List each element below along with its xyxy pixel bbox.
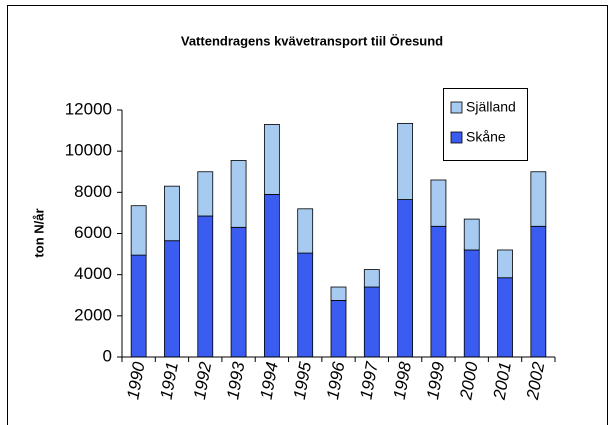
bar-segment bbox=[330, 299, 347, 358]
bar-segment bbox=[397, 122, 414, 200]
bar-segment bbox=[297, 208, 314, 254]
legend-label: Själland bbox=[466, 99, 516, 115]
legend-box bbox=[443, 88, 528, 161]
bar-segment bbox=[430, 225, 447, 358]
bar-segment bbox=[297, 252, 314, 358]
bar-segment bbox=[363, 286, 380, 358]
y-tick-label: 4000 bbox=[74, 264, 112, 283]
bar-segment bbox=[230, 226, 247, 358]
y-tick-label: 12000 bbox=[65, 99, 112, 118]
bar-segment bbox=[363, 269, 380, 288]
bar-segment bbox=[430, 179, 447, 227]
bar-segment bbox=[463, 249, 480, 358]
bar-segment bbox=[230, 160, 247, 228]
bar-segment bbox=[197, 215, 214, 358]
bar-segment bbox=[530, 225, 547, 358]
y-tick-label: 2000 bbox=[74, 305, 112, 324]
bar-segment bbox=[263, 124, 280, 195]
bar-segment bbox=[463, 218, 480, 251]
y-tick-label: 10000 bbox=[65, 141, 112, 160]
bar-segment bbox=[530, 171, 547, 227]
y-tick-label: 8000 bbox=[74, 182, 112, 201]
legend-swatch bbox=[450, 101, 463, 114]
bar-segment bbox=[130, 205, 147, 256]
legend-swatch bbox=[450, 131, 463, 144]
y-tick-label: 0 bbox=[103, 346, 112, 365]
bar-segment bbox=[197, 171, 214, 217]
bar-segment bbox=[164, 240, 180, 358]
bar-segment bbox=[164, 185, 180, 242]
legend-label: Skåne bbox=[466, 129, 506, 145]
bar-segment bbox=[130, 254, 147, 358]
bar-segment bbox=[497, 249, 513, 279]
bar-segment bbox=[397, 199, 414, 358]
y-tick-label: 6000 bbox=[74, 223, 112, 242]
bar-segment bbox=[263, 193, 280, 358]
bar-segment bbox=[497, 277, 513, 358]
y-axis-label: ton N/år bbox=[31, 208, 46, 257]
chart-title: Vattendragens kvävetransport tiil Öresun… bbox=[181, 33, 443, 48]
bar-segment bbox=[330, 286, 347, 301]
